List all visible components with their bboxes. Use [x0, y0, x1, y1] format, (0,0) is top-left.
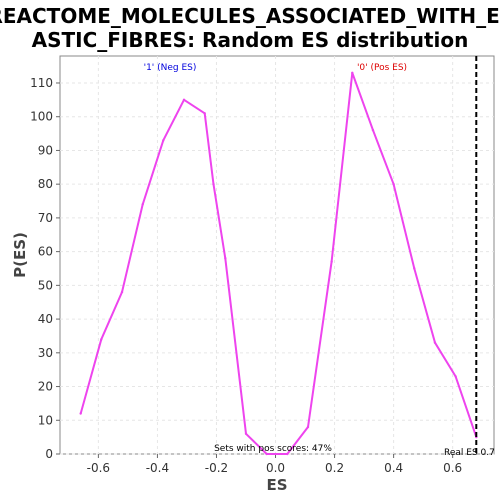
y-tick-label: 0 — [45, 447, 53, 461]
series-point — [100, 338, 103, 341]
y-tick-label: 50 — [38, 278, 53, 292]
x-axis-ticks: -0.6 -0.4 -0.2 0.0 0.2 0.4 0.6 — [87, 454, 462, 475]
y-axis-ticks: 0 10 20 30 40 50 60 70 80 90 100 110 — [30, 76, 60, 461]
x-axis-label: ES — [266, 476, 287, 494]
annotation-pos-es: '0' (Pos ES) — [357, 63, 407, 73]
series-point — [413, 267, 416, 270]
x-tick-label: -0.6 — [87, 461, 110, 475]
series-point — [182, 98, 186, 102]
y-tick-label: 10 — [38, 413, 53, 427]
series-point — [224, 257, 227, 260]
plot-area — [59, 55, 495, 455]
y-tick-label: 80 — [38, 177, 53, 191]
series-point — [433, 341, 437, 344]
y-tick-label: 90 — [38, 143, 53, 157]
grid — [60, 56, 494, 455]
series-point — [265, 452, 268, 456]
x-tick-label: 0.2 — [325, 461, 344, 475]
series-point — [371, 129, 375, 132]
y-tick-label: 20 — [38, 380, 53, 394]
annotation-pos-scores: Sets with pos scores: 47% — [214, 444, 332, 454]
series-layer — [79, 71, 478, 456]
y-tick-label: 60 — [38, 245, 53, 259]
series-point — [330, 260, 333, 263]
x-tick-label: -0.4 — [146, 461, 169, 475]
series-point — [212, 182, 215, 186]
series-point — [141, 203, 144, 206]
series-point — [162, 139, 165, 142]
x-tick-label: 0.4 — [384, 461, 403, 475]
chart-title-line-2: ASTIC_FIBRES: Random ES distribution — [32, 28, 469, 52]
annotation-neg-es: '1' (Neg ES) — [144, 63, 197, 73]
series-point — [351, 71, 354, 75]
y-tick-label: 70 — [38, 211, 53, 225]
series-point — [203, 112, 206, 115]
x-tick-label: 0.6 — [443, 461, 462, 475]
series-point — [244, 432, 248, 435]
y-tick-label: 40 — [38, 312, 53, 326]
x-tick-label: 0.0 — [266, 461, 285, 475]
annotation-real-es: Real ES 0.7 — [444, 448, 495, 458]
series-point — [286, 452, 289, 456]
y-tick-label: 100 — [30, 110, 53, 124]
chart-title-line-1: REACTOME_MOLECULES_ASSOCIATED_WITH_EL — [0, 4, 500, 28]
series-point — [79, 412, 82, 415]
series-point — [454, 375, 457, 378]
x-tick-label: -0.2 — [205, 461, 228, 475]
y-axis-label: P(ES) — [11, 232, 29, 278]
series-point — [120, 290, 124, 294]
y-tick-label: 30 — [38, 346, 53, 360]
y-tick-label: 110 — [30, 76, 53, 90]
series-point — [306, 425, 310, 429]
series-point — [392, 182, 395, 186]
